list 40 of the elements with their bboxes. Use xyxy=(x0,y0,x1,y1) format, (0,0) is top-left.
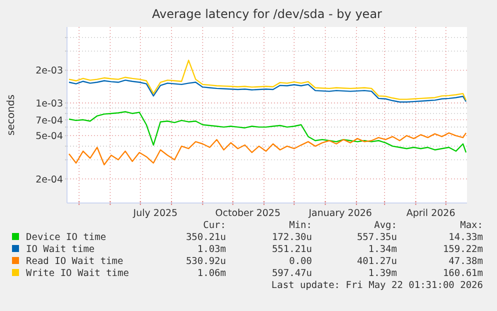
line-series xyxy=(68,132,467,166)
legend-label: Read IO Wait time xyxy=(26,256,124,267)
y-tick-label: 5e-04 xyxy=(36,131,63,142)
line-series xyxy=(68,60,467,101)
text: 159.22m xyxy=(442,244,484,255)
y-tick-label: 2e-03 xyxy=(36,66,63,77)
text: 47.38m xyxy=(448,256,484,267)
y-tick-label: 1e-03 xyxy=(36,98,63,110)
y-tick-label: 7e-04 xyxy=(36,115,63,126)
text: Cur: xyxy=(203,220,226,231)
text: 160.61m xyxy=(442,268,484,279)
text: 172.30u xyxy=(272,232,312,243)
y-tick-label: 2e-04 xyxy=(36,174,63,186)
text: 530.92u xyxy=(186,256,226,267)
text: 597.47u xyxy=(272,268,312,279)
text: 1.03m xyxy=(197,244,226,255)
text: Last update: Fri May 22 01:31:00 2026 xyxy=(271,280,484,291)
x-tick-label: July 2025 xyxy=(132,208,178,219)
text: Avg: xyxy=(374,220,397,231)
text: Max: xyxy=(460,220,483,231)
text: 0.00 xyxy=(289,256,312,267)
text: 14.33m xyxy=(448,232,484,243)
text: 350.21u xyxy=(186,232,226,243)
legend-label: Write IO Wait time xyxy=(26,268,130,279)
text: 551.21u xyxy=(272,244,312,255)
text: Min: xyxy=(289,220,312,231)
text: 557.35u xyxy=(356,232,397,243)
x-tick-label: January 2026 xyxy=(308,208,372,219)
legend-label: Device IO time xyxy=(26,232,106,243)
text: 1.06m xyxy=(197,268,226,279)
chart-title: Average latency for /dev/sda - by year xyxy=(152,7,382,21)
line-series xyxy=(68,80,467,103)
legend-label: IO Wait time xyxy=(26,244,95,255)
text: 1.39m xyxy=(368,268,398,279)
text: 401.27u xyxy=(356,256,397,267)
x-tick-label: April 2026 xyxy=(406,208,456,219)
x-tick-label: October 2025 xyxy=(215,208,281,219)
line-series xyxy=(68,111,467,154)
text: 1.34m xyxy=(368,244,398,255)
y-axis-title: seconds xyxy=(6,94,17,136)
